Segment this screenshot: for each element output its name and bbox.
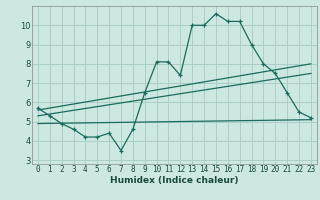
X-axis label: Humidex (Indice chaleur): Humidex (Indice chaleur)	[110, 176, 239, 185]
